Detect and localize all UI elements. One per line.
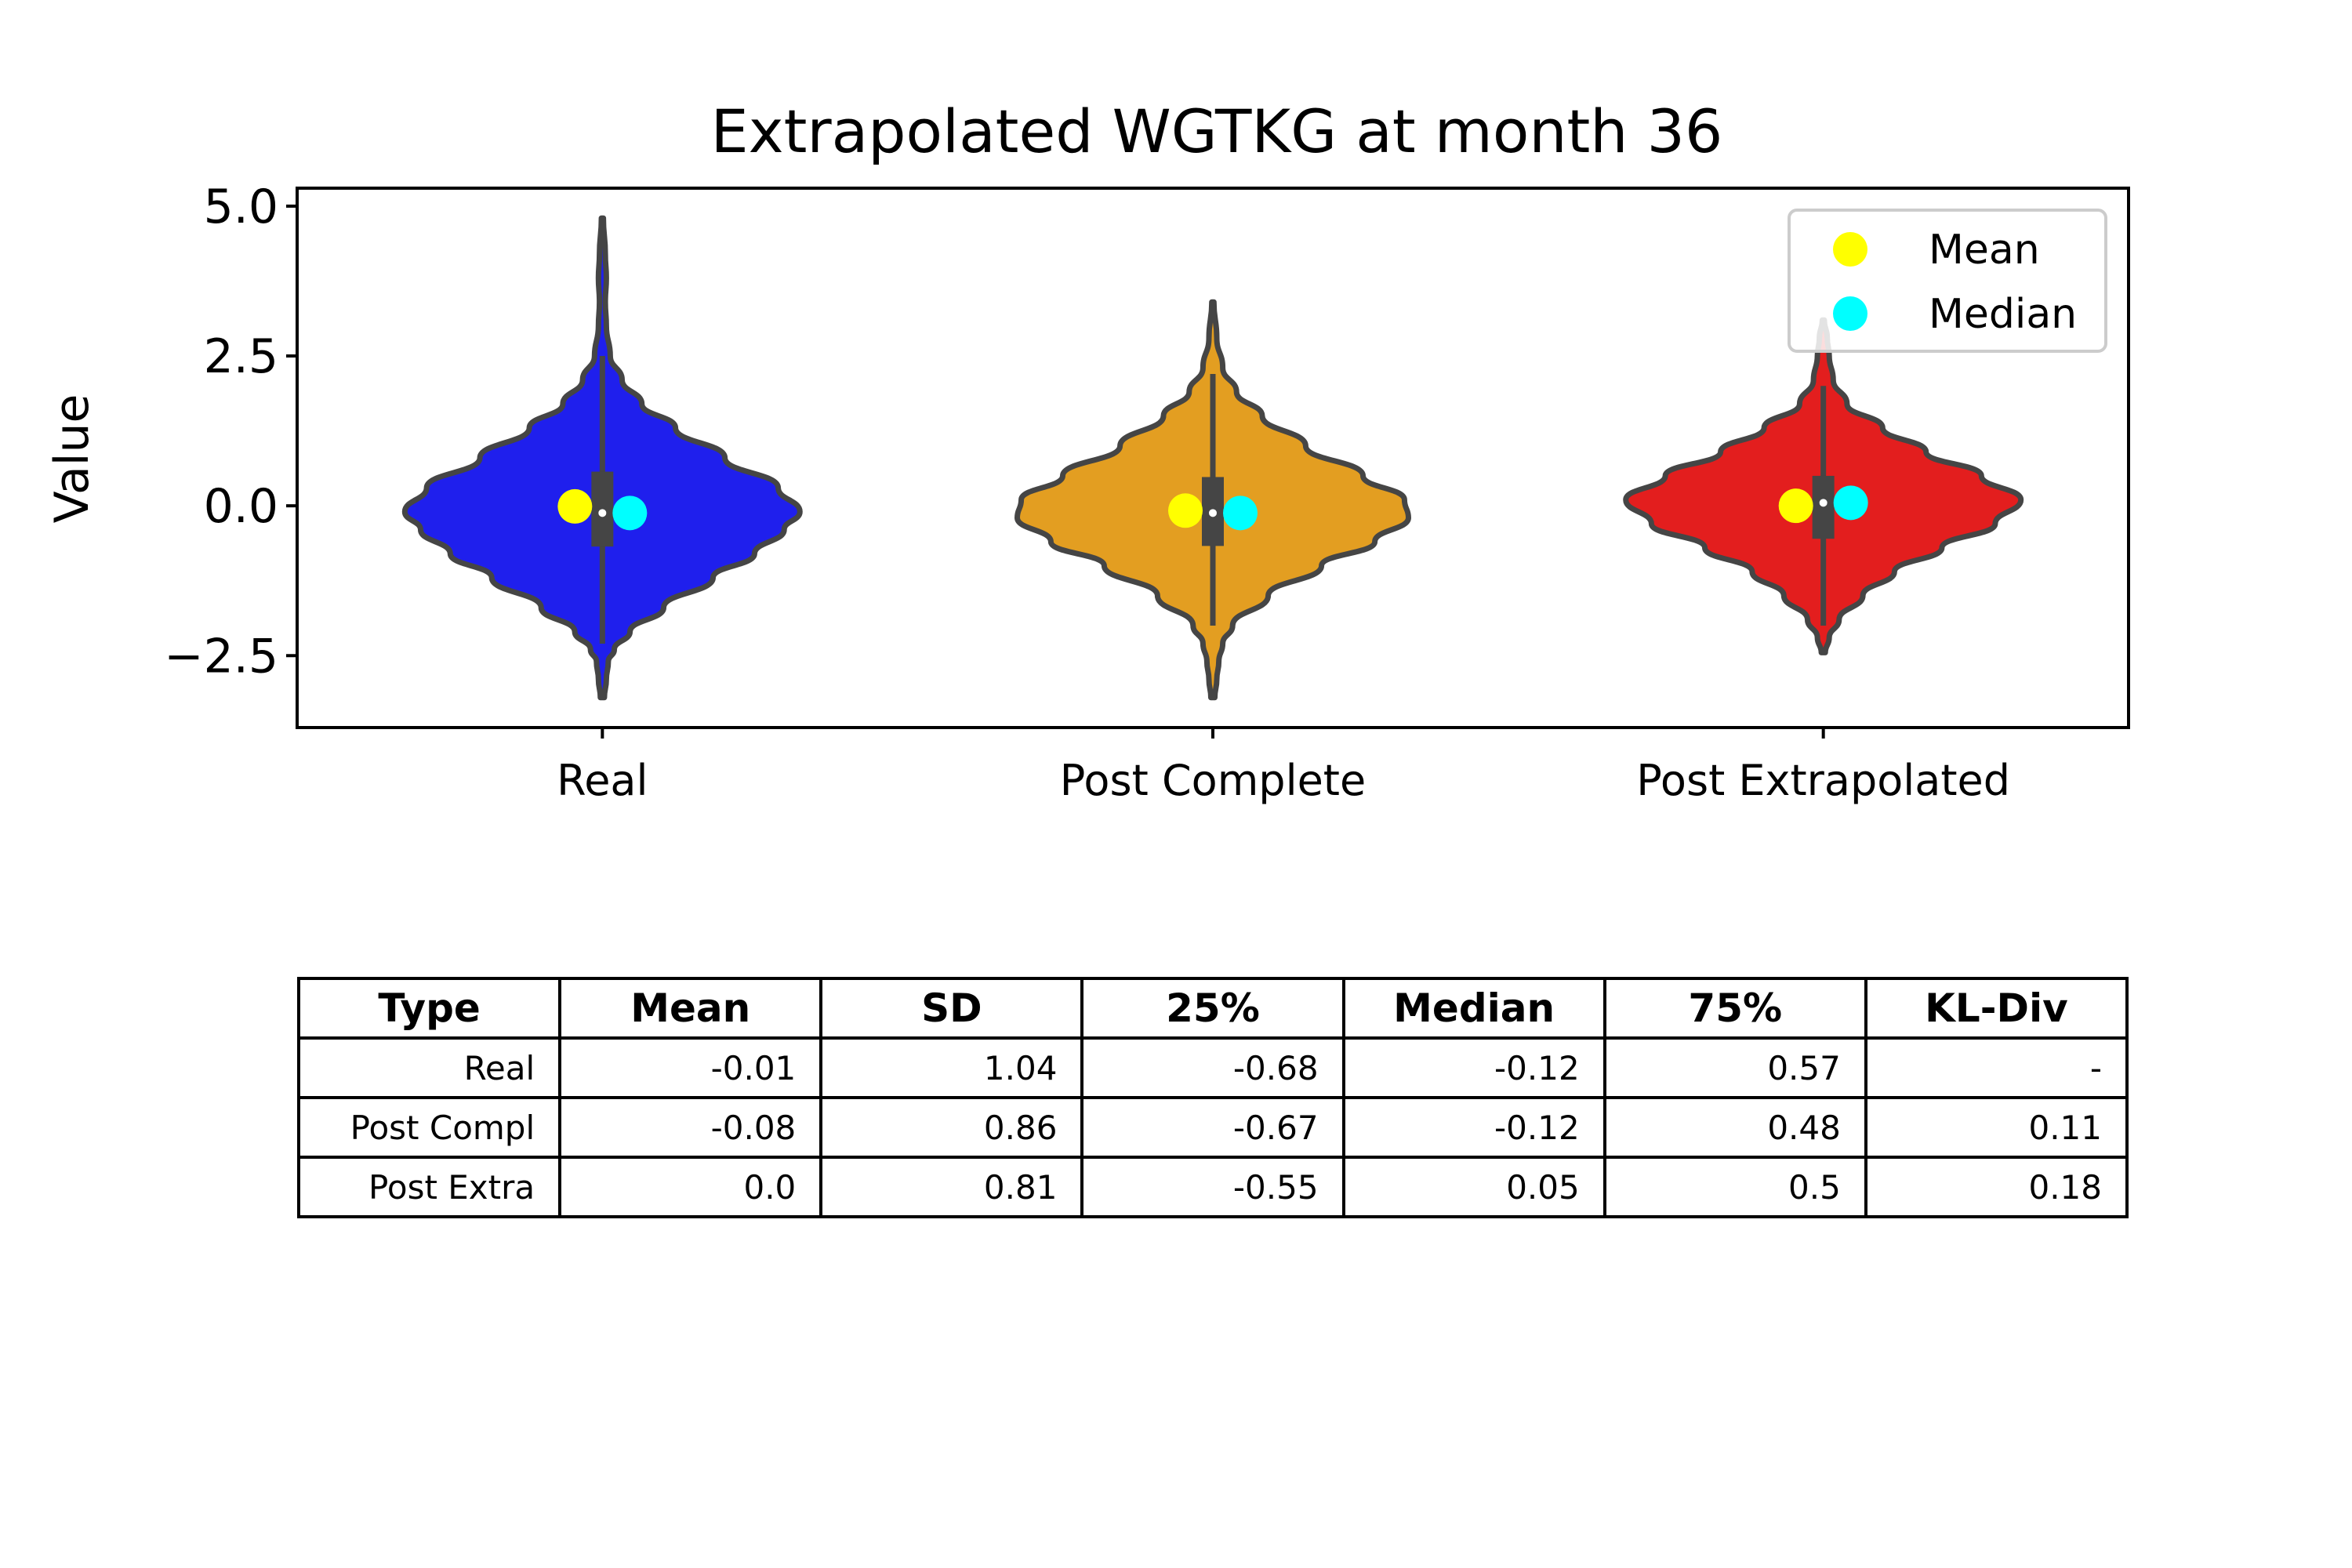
y-tick-label: 0.0 — [204, 479, 278, 534]
table-cell: 0.5 — [1602, 1156, 1867, 1218]
table-cell: -0.55 — [1080, 1156, 1345, 1218]
x-tick-label: Post Extrapolated — [1636, 756, 2010, 805]
table-cell: Real — [296, 1036, 562, 1099]
table-cell: 0.0 — [558, 1156, 823, 1218]
median-marker — [1833, 485, 1868, 521]
mean-marker — [557, 488, 593, 524]
violin-median-dot — [598, 509, 607, 517]
table-cell: -0.68 — [1080, 1036, 1345, 1099]
table-cell: -0.12 — [1341, 1096, 1606, 1159]
table-row: Post Extra 0.0 0.81 -0.55 0.05 0.5 0.18 — [296, 1156, 2129, 1218]
legend-median-marker — [1833, 296, 1867, 331]
table-cell: Post Extra — [296, 1156, 562, 1218]
violins-layer — [401, 215, 2024, 701]
y-axis-label: Value — [45, 394, 100, 524]
x-tick-label: Real — [557, 756, 648, 805]
x-tick-label: Post Complete — [1060, 756, 1366, 805]
chart-title: Extrapolated WGTKG at month 36 — [711, 96, 1723, 166]
table-cell: -0.08 — [558, 1096, 823, 1159]
violin-iqr-box — [1812, 475, 1835, 539]
legend-mean-label: Mean — [1929, 227, 2040, 274]
mean-marker — [1168, 493, 1203, 528]
violin-group — [401, 215, 803, 701]
header-mean: Mean — [558, 977, 823, 1040]
table-cell: -0.12 — [1341, 1036, 1606, 1099]
median-marker — [612, 495, 648, 531]
table-row: Post Compl -0.08 0.86 -0.67 -0.12 0.48 0… — [296, 1096, 2129, 1159]
table-cell: 0.86 — [819, 1096, 1084, 1159]
table-cell: 0.05 — [1341, 1156, 1606, 1218]
header-median: Median — [1341, 977, 1606, 1040]
header-q1: 25% — [1080, 977, 1345, 1040]
violin-median-dot — [1209, 509, 1217, 517]
stats-table: Type Mean SD 25% Median 75% KL-Div Real … — [296, 977, 2129, 1218]
legend: Mean Median — [1788, 209, 2107, 353]
table-cell: 0.48 — [1602, 1096, 1867, 1159]
table-header-row: Type Mean SD 25% Median 75% KL-Div — [296, 977, 2129, 1040]
legend-median-label: Median — [1929, 291, 2077, 338]
y-tick-label: 5.0 — [204, 180, 278, 234]
table-cell: -0.67 — [1080, 1096, 1345, 1159]
violin-group — [1014, 299, 1411, 701]
y-tick-label: 2.5 — [204, 329, 278, 384]
table-cell: 0.11 — [1864, 1096, 2129, 1159]
median-marker — [1223, 495, 1258, 531]
table-cell: - — [1864, 1036, 2129, 1099]
mean-marker — [1778, 488, 1813, 524]
header-type: Type — [296, 977, 562, 1040]
header-sd: SD — [819, 977, 1084, 1040]
table-row: Real -0.01 1.04 -0.68 -0.12 0.57 - — [296, 1036, 2129, 1099]
plot-frame — [296, 187, 2130, 729]
table-cell: Post Compl — [296, 1096, 562, 1159]
table-cell: -0.01 — [558, 1036, 823, 1099]
legend-box — [1788, 209, 2107, 353]
table-cell: 0.81 — [819, 1156, 1084, 1218]
table-cell: 0.57 — [1602, 1036, 1867, 1099]
legend-mean-marker — [1833, 232, 1867, 267]
violin-group — [1623, 317, 2024, 655]
table-cell: 0.18 — [1864, 1156, 2129, 1218]
header-kl-div: KL-Div — [1864, 977, 2129, 1040]
ticks-layer: 5.0 2.5 0.0 −2.5 Real Post Complete Post Extra… — [164, 180, 2010, 805]
y-tick-label: −2.5 — [164, 629, 278, 684]
violin-median-dot — [1819, 499, 1828, 507]
table-cell: 1.04 — [819, 1036, 1084, 1099]
header-q3: 75% — [1602, 977, 1867, 1040]
